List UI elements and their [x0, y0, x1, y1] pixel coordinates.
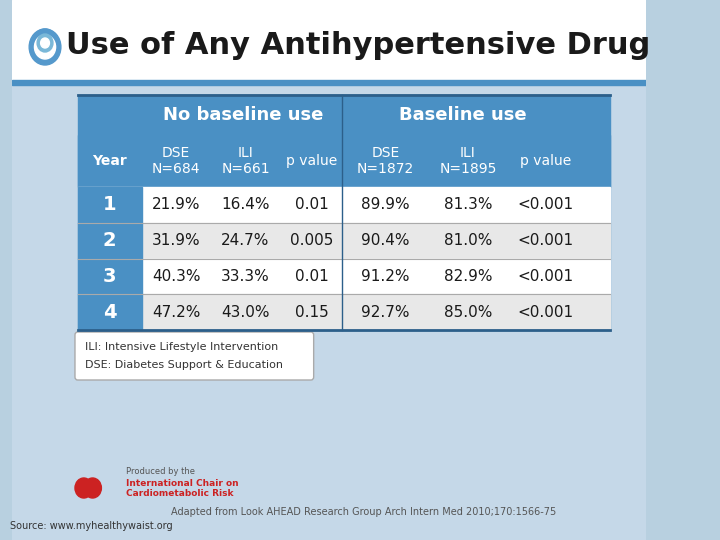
Bar — [78, 135, 611, 187]
Text: Year: Year — [92, 154, 127, 168]
Text: 91.2%: 91.2% — [361, 269, 410, 284]
Bar — [78, 259, 142, 294]
Circle shape — [75, 478, 93, 498]
FancyBboxPatch shape — [75, 332, 314, 380]
Text: 92.7%: 92.7% — [361, 305, 410, 320]
Bar — [12, 0, 646, 80]
Bar — [78, 95, 611, 330]
Text: ILI
N=1895: ILI N=1895 — [439, 146, 497, 176]
Text: ILI: Intensive Lifestyle Intervention: ILI: Intensive Lifestyle Intervention — [85, 342, 278, 352]
Text: 3: 3 — [103, 267, 117, 286]
Text: Produced by the: Produced by the — [126, 468, 195, 476]
Text: Cardiometabolic Risk: Cardiometabolic Risk — [126, 489, 233, 498]
Text: DSE
N=684: DSE N=684 — [152, 146, 200, 176]
Bar — [78, 222, 142, 259]
Text: 90.4%: 90.4% — [361, 233, 410, 248]
Text: 16.4%: 16.4% — [221, 198, 270, 212]
Text: 81.3%: 81.3% — [444, 198, 492, 212]
Text: DSE: Diabetes Support & Education: DSE: Diabetes Support & Education — [85, 360, 283, 370]
Text: 0.01: 0.01 — [295, 269, 329, 284]
Text: DSE
N=1872: DSE N=1872 — [356, 146, 414, 176]
Circle shape — [37, 34, 53, 52]
Circle shape — [30, 29, 61, 65]
Bar — [12, 85, 646, 540]
Text: p value: p value — [287, 154, 338, 168]
Text: 85.0%: 85.0% — [444, 305, 492, 320]
Text: 43.0%: 43.0% — [221, 305, 270, 320]
Text: 2: 2 — [103, 231, 117, 250]
Circle shape — [84, 478, 102, 498]
Text: 47.2%: 47.2% — [152, 305, 200, 320]
Text: Use of Any Antihypertensive Drug: Use of Any Antihypertensive Drug — [66, 31, 650, 60]
Text: Adapted from Look AHEAD Research Group Arch Intern Med 2010;170:1566-75: Adapted from Look AHEAD Research Group A… — [171, 507, 557, 517]
Bar — [78, 259, 611, 294]
Text: <0.001: <0.001 — [517, 233, 573, 248]
Text: 21.9%: 21.9% — [152, 198, 200, 212]
Text: <0.001: <0.001 — [517, 198, 573, 212]
Text: 0.01: 0.01 — [295, 198, 329, 212]
Bar — [78, 187, 611, 222]
Circle shape — [40, 38, 50, 48]
Text: 33.3%: 33.3% — [221, 269, 270, 284]
Text: 0.15: 0.15 — [295, 305, 329, 320]
Text: <0.001: <0.001 — [517, 305, 573, 320]
Bar — [78, 187, 142, 222]
Text: 82.9%: 82.9% — [444, 269, 492, 284]
Bar — [78, 294, 611, 330]
Text: International Chair on: International Chair on — [126, 478, 239, 488]
Text: 4: 4 — [103, 302, 117, 322]
Text: Source: www.myhealthywaist.org: Source: www.myhealthywaist.org — [9, 521, 172, 531]
Text: 89.9%: 89.9% — [361, 198, 410, 212]
Circle shape — [32, 29, 58, 57]
Text: Baseline use: Baseline use — [399, 106, 526, 124]
Text: p value: p value — [520, 154, 571, 168]
Text: ILI
N=661: ILI N=661 — [221, 146, 270, 176]
Text: 24.7%: 24.7% — [221, 233, 270, 248]
Bar — [12, 80, 646, 85]
Text: 1: 1 — [103, 195, 117, 214]
Bar — [78, 294, 142, 330]
Bar — [142, 95, 344, 135]
Text: No baseline use: No baseline use — [163, 106, 323, 124]
Text: <0.001: <0.001 — [517, 269, 573, 284]
Text: 81.0%: 81.0% — [444, 233, 492, 248]
Bar — [344, 95, 581, 135]
Bar — [78, 222, 611, 259]
Text: 31.9%: 31.9% — [152, 233, 200, 248]
Circle shape — [35, 35, 55, 59]
Text: 40.3%: 40.3% — [152, 269, 200, 284]
Text: 0.005: 0.005 — [290, 233, 334, 248]
